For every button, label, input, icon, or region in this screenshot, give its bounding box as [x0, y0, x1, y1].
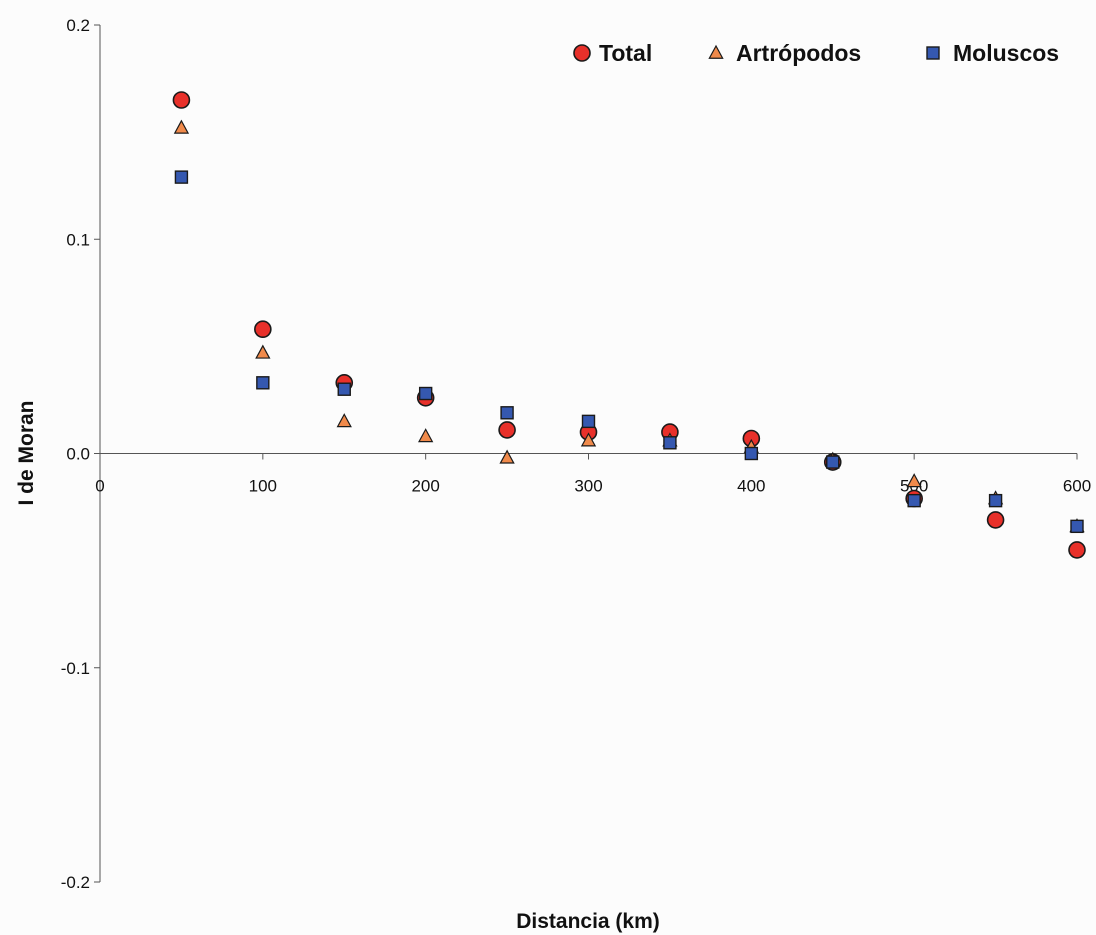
square-point: [501, 407, 513, 419]
circle-point: [499, 422, 515, 438]
square-point: [338, 383, 350, 395]
x-tick-label: 100: [249, 477, 277, 496]
legend-item: Artrópodos: [709, 40, 861, 66]
x-tick-label: 600: [1063, 477, 1091, 496]
y-axis-title: I de Moran: [15, 400, 38, 505]
series-circle: [173, 92, 1085, 558]
legend-circle-icon: [574, 45, 590, 61]
square-point: [990, 495, 1002, 507]
y-tick-label: 0.0: [66, 445, 90, 464]
triangle-point: [175, 121, 188, 133]
legend: Total Artrópodos Moluscos: [574, 40, 1059, 66]
legend-square-icon: [927, 47, 939, 59]
x-tick-label: 200: [411, 477, 439, 496]
legend-triangle-icon: [709, 46, 722, 58]
square-point: [257, 377, 269, 389]
square-point: [664, 437, 676, 449]
triangle-point: [500, 451, 513, 463]
x-tick-label: 400: [737, 477, 765, 496]
y-tick-label: -0.1: [61, 659, 90, 678]
y-tick-label: 0.1: [66, 230, 90, 249]
series-square: [175, 171, 1083, 532]
square-point: [827, 456, 839, 468]
x-tick-label: 300: [574, 477, 602, 496]
triangle-point: [338, 414, 351, 426]
square-point: [908, 495, 920, 507]
axes: [94, 25, 1077, 882]
square-point: [175, 171, 187, 183]
y-tick-label: 0.2: [66, 16, 90, 35]
legend-label: Total: [599, 40, 652, 66]
square-point: [1071, 520, 1083, 532]
x-tick-label: 0: [95, 477, 104, 496]
legend-item: Moluscos: [927, 40, 1059, 66]
legend-label: Artrópodos: [736, 40, 861, 66]
triangle-point: [256, 346, 269, 358]
square-point: [420, 388, 432, 400]
square-point: [583, 415, 595, 427]
data-points: [173, 92, 1085, 558]
series-triangle: [175, 121, 1084, 532]
circle-point: [988, 512, 1004, 528]
circle-point: [173, 92, 189, 108]
circle-point: [255, 321, 271, 337]
legend-label: Moluscos: [953, 40, 1059, 66]
x-axis-title: Distancia (km): [516, 910, 660, 933]
triangle-point: [419, 429, 432, 441]
circle-point: [1069, 542, 1085, 558]
y-tick-label: -0.2: [61, 873, 90, 892]
square-point: [745, 448, 757, 460]
legend-item: Total: [574, 40, 652, 66]
